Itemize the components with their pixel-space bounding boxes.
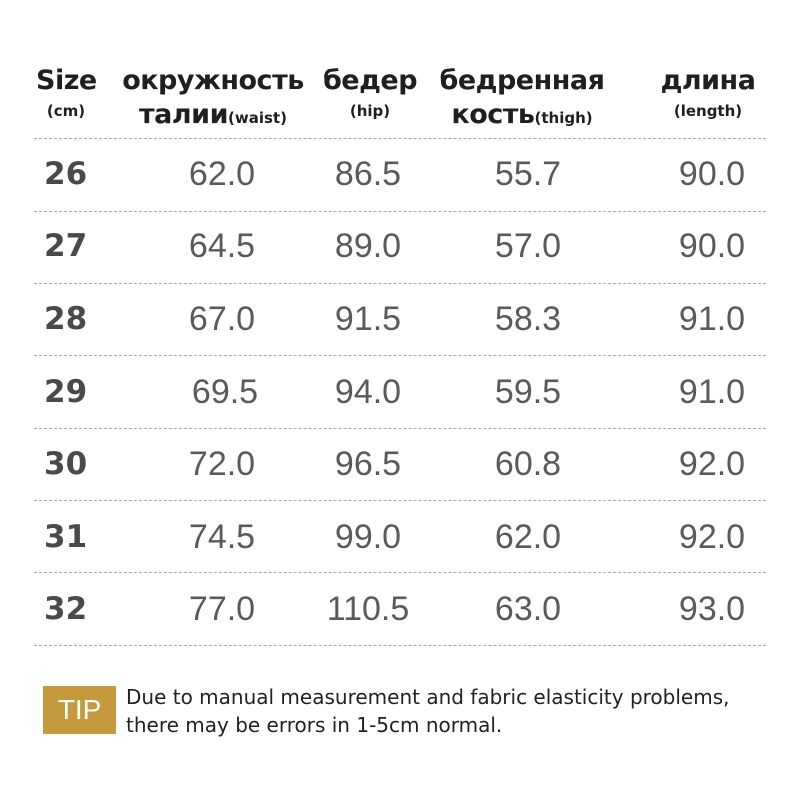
- header-waist: окружность талии(waist): [118, 66, 308, 130]
- hip-cell: 99.0: [334, 518, 402, 556]
- waist-cell: 64.5: [188, 227, 256, 265]
- header-hip: бедер (hip): [318, 66, 422, 122]
- size-cell: 30: [44, 446, 88, 482]
- length-cell: 91.0: [678, 300, 746, 338]
- header-waist-title: окружность: [122, 65, 304, 96]
- header-length-title: длина: [660, 65, 756, 96]
- waist-cell: 67.0: [188, 300, 256, 338]
- header-hip-sub: (hip): [349, 102, 391, 120]
- size-cell: 31: [44, 519, 88, 555]
- thigh-cell: 57.0: [494, 227, 562, 265]
- header-waist-title-2: талии: [139, 99, 229, 130]
- hip-cell: 96.5: [334, 445, 402, 483]
- header-thigh-title: бедренная: [439, 65, 605, 96]
- divider: [34, 283, 766, 284]
- tip-text: Due to manual measurement and fabric ela…: [126, 683, 766, 739]
- thigh-cell: 59.5: [494, 373, 562, 411]
- thigh-cell: 62.0: [494, 518, 562, 556]
- tip-badge: TIP: [43, 686, 116, 734]
- length-cell: 90.0: [678, 155, 746, 193]
- size-cell: 26: [44, 156, 88, 192]
- header-thigh-sub: (thigh): [534, 109, 593, 127]
- divider: [34, 355, 766, 356]
- waist-cell: 72.0: [188, 445, 256, 483]
- thigh-cell: 55.7: [494, 155, 562, 193]
- waist-cell: 74.5: [188, 518, 256, 556]
- header-size-unit: (cm): [46, 102, 86, 120]
- waist-cell: 69.5: [191, 373, 259, 411]
- hip-cell: 94.0: [334, 373, 402, 411]
- hip-cell: 91.5: [334, 300, 402, 338]
- size-cell: 32: [44, 591, 88, 627]
- header-size-title: Size: [36, 65, 97, 96]
- size-cell: 28: [44, 301, 88, 337]
- size-cell: 27: [44, 228, 88, 264]
- waist-cell: 77.0: [188, 590, 256, 628]
- length-cell: 91.0: [678, 373, 746, 411]
- header-waist-sub: (waist): [228, 109, 287, 127]
- size-cell: 29: [44, 374, 88, 410]
- waist-cell: 62.0: [188, 155, 256, 193]
- divider: [34, 572, 766, 573]
- divider: [34, 211, 766, 212]
- length-cell: 92.0: [678, 518, 746, 556]
- thigh-cell: 63.0: [494, 590, 562, 628]
- divider: [34, 500, 766, 501]
- header-hip-title: бедер: [322, 65, 418, 96]
- length-cell: 90.0: [678, 227, 746, 265]
- thigh-cell: 60.8: [494, 445, 562, 483]
- tip-line-2: there may be errors in 1-5cm normal.: [126, 713, 503, 737]
- header-length-sub: (length): [673, 102, 743, 120]
- hip-cell: 89.0: [334, 227, 402, 265]
- tip-line-1: Due to manual measurement and fabric ela…: [126, 685, 730, 709]
- header-size: Size (cm): [36, 65, 97, 122]
- divider: [34, 428, 766, 429]
- thigh-cell: 58.3: [494, 300, 562, 338]
- length-cell: 93.0: [678, 590, 746, 628]
- header-thigh: бедренная кость(thigh): [430, 66, 614, 130]
- header-length: длина (length): [652, 66, 764, 122]
- divider: [34, 645, 766, 646]
- hip-cell: 110.5: [326, 590, 410, 628]
- header-thigh-title-2: кость: [451, 99, 535, 130]
- hip-cell: 86.5: [334, 155, 402, 193]
- divider: [34, 138, 766, 139]
- length-cell: 92.0: [678, 445, 746, 483]
